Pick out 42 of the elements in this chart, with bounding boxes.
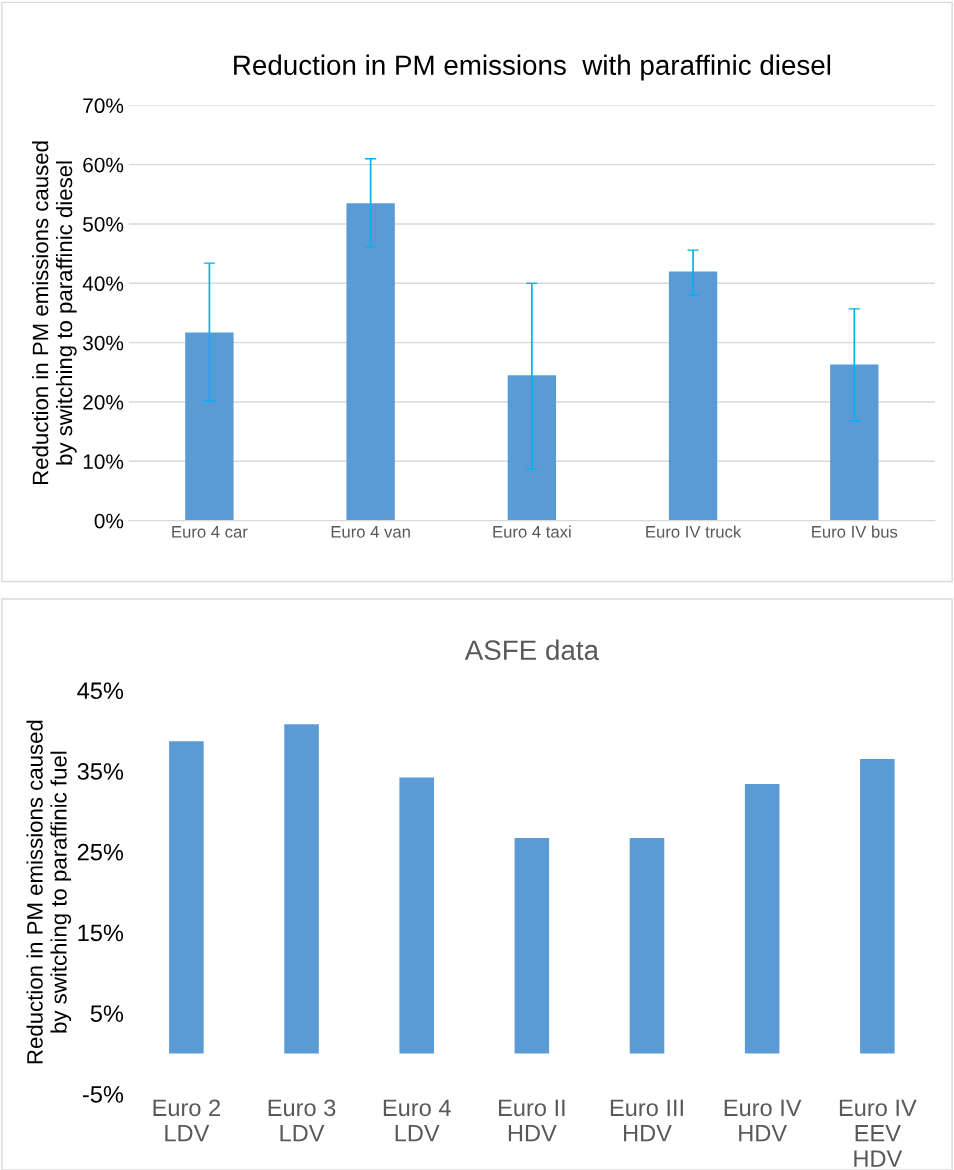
y-tick-label: 10%	[83, 454, 124, 470]
x-tick-label: Euro 4 LDV	[383, 1099, 451, 1142]
y-tick-label: 40%	[82, 276, 124, 292]
y-tick-label: 70%	[83, 98, 124, 114]
bar	[629, 838, 665, 1054]
y-tick-label: -5%	[82, 1086, 124, 1103]
bar	[744, 783, 780, 1054]
bar	[507, 375, 557, 521]
chart-title: ASFE data	[464, 639, 600, 661]
y-tick-label: 5%	[90, 1005, 124, 1023]
y-axis-title: Reduction in PM emissions caused by switching to paraffinic fuel	[26, 720, 72, 1064]
y-tick-label: 45%	[77, 682, 124, 700]
x-tick-label: Euro III HDV	[610, 1099, 683, 1142]
bar	[514, 838, 550, 1054]
x-tick-label: Euro 4 car	[172, 526, 248, 538]
y-tick-label: 50%	[83, 216, 124, 232]
x-tick-label: Euro 2 LDV	[153, 1099, 220, 1142]
y-tick-label: 30%	[83, 335, 124, 351]
bar	[169, 741, 204, 1054]
x-tick-label: Euro IV HDV	[724, 1099, 802, 1142]
bar	[284, 724, 319, 1054]
chart-title: Reduction in PM emissions with paraffinic diesel	[234, 54, 831, 81]
bar	[668, 271, 718, 521]
bar	[860, 758, 895, 1054]
x-tick-label: Euro II HDV	[499, 1099, 565, 1142]
x-tick-label: Euro IV truck	[646, 525, 742, 538]
x-tick-label: Euro 4 taxi	[493, 525, 571, 538]
y-tick-label: 0%	[94, 513, 124, 529]
y-axis-title: Reduction in PM emissions caused by switching to paraffinic diesel	[32, 141, 77, 485]
bar	[399, 777, 434, 1054]
y-tick-label: 60%	[83, 157, 124, 173]
x-tick-label: Euro 4 van	[331, 526, 410, 538]
x-tick-label: Euro IV EEV HDV	[839, 1099, 917, 1167]
bar	[346, 203, 395, 521]
y-tick-label: 15%	[78, 924, 124, 942]
bar	[185, 332, 234, 521]
bar	[830, 364, 879, 521]
y-tick-label: 20%	[83, 394, 124, 410]
x-tick-label: Euro IV bus	[812, 525, 898, 538]
x-tick-label: Euro 3 LDV	[268, 1099, 336, 1142]
y-tick-label: 35%	[77, 763, 124, 780]
y-tick-label: 25%	[77, 843, 124, 861]
